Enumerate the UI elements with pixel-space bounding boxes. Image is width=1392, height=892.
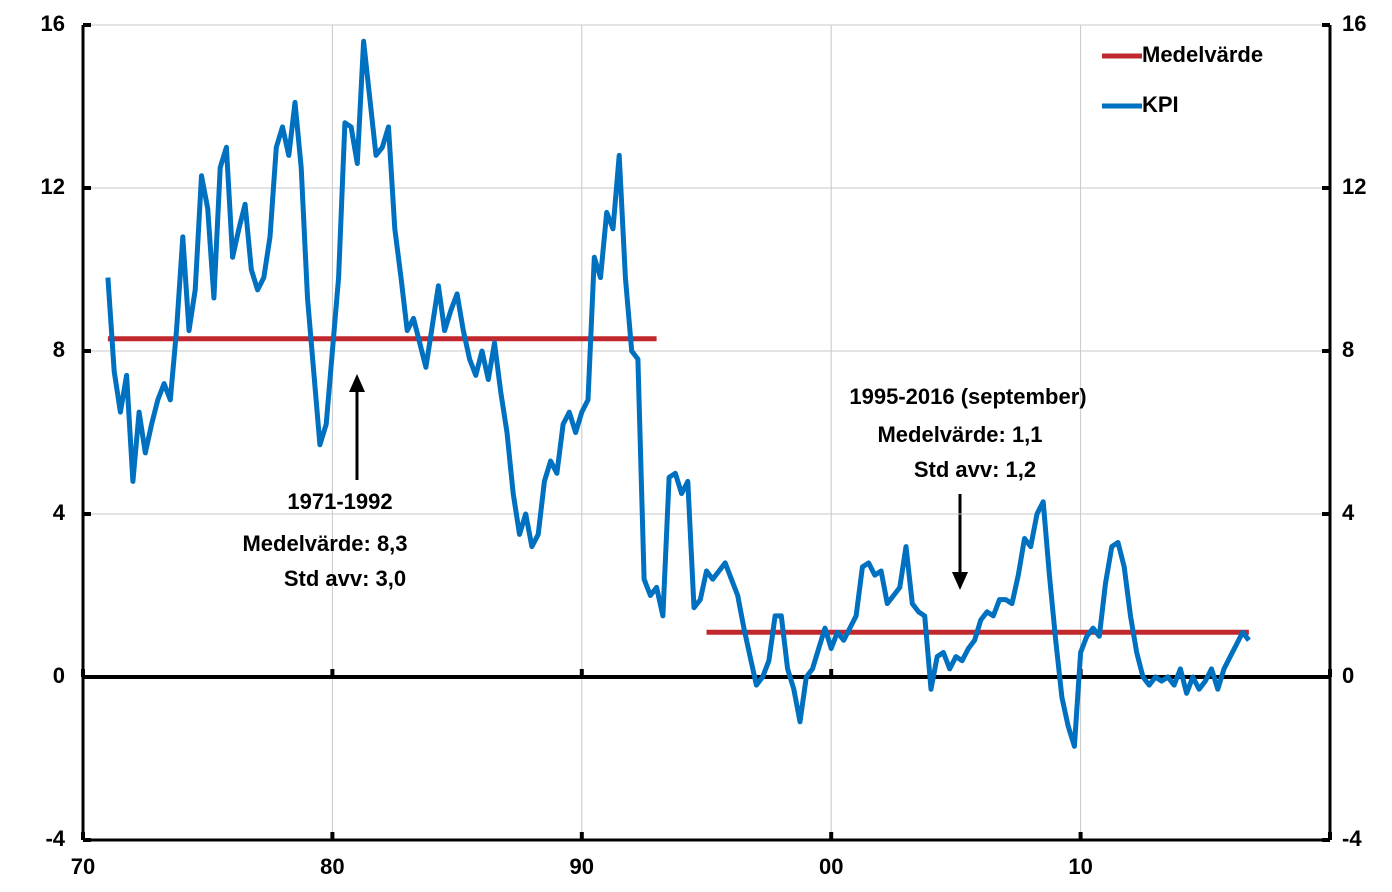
annotation: 1971-1992 (287, 489, 392, 514)
y-tick-label: 16 (41, 11, 65, 36)
arrow-head (952, 572, 968, 590)
legend-label: Medelvärde (1142, 42, 1263, 67)
annotation: Medelvärde: 8,3 (242, 531, 407, 556)
annotation: Medelvärde: 1,1 (877, 422, 1042, 447)
annotation: Std avv: 3,0 (284, 566, 406, 591)
y-tick-label: 12 (41, 174, 65, 199)
arrows (349, 374, 968, 590)
y2-tick-label: -4 (1342, 826, 1362, 851)
annotation: 1995-2016 (september) (849, 384, 1086, 409)
y-tick-label: 4 (53, 500, 66, 525)
y2-tick-label: 12 (1342, 174, 1366, 199)
y-tick-label: -4 (45, 826, 65, 851)
x-tick-label: 80 (320, 854, 344, 879)
y-tick-label: 8 (53, 337, 65, 362)
y2-tick-label: 16 (1342, 11, 1366, 36)
y-tick-label: 0 (53, 663, 65, 688)
x-tick-label: 00 (819, 854, 843, 879)
annotation: Std avv: 1,2 (914, 457, 1036, 482)
y2-tick-label: 4 (1342, 500, 1355, 525)
arrow-head (349, 374, 365, 392)
x-tick-label: 10 (1068, 854, 1092, 879)
y2-tick-label: 0 (1342, 663, 1354, 688)
x-tick-label: 90 (570, 854, 594, 879)
legend-label: KPI (1142, 92, 1179, 117)
y2-tick-label: 8 (1342, 337, 1354, 362)
series-line (105, 38, 1251, 749)
x-tick-label: 70 (71, 854, 95, 879)
